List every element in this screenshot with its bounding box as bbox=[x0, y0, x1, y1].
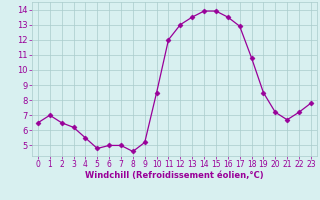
X-axis label: Windchill (Refroidissement éolien,°C): Windchill (Refroidissement éolien,°C) bbox=[85, 171, 264, 180]
